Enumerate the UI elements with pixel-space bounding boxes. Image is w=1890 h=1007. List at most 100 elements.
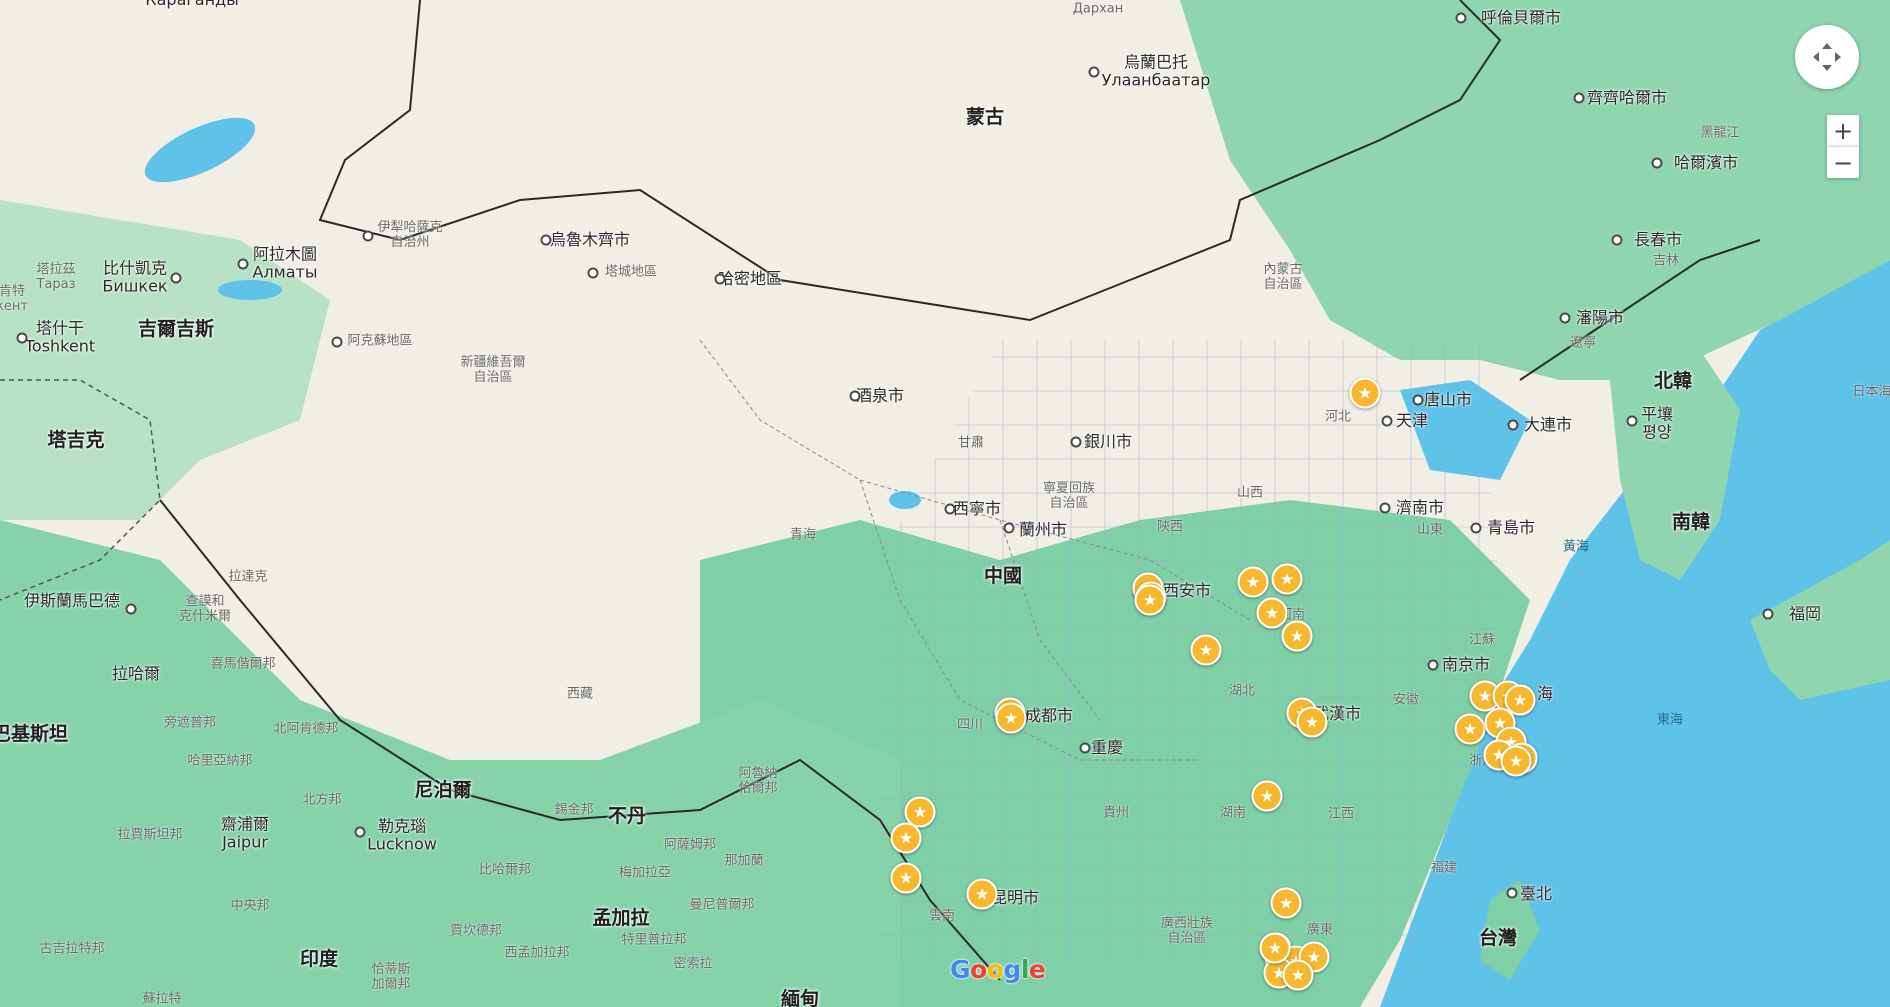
city-dot-harbin bbox=[1651, 157, 1663, 169]
lake-issyk-kul bbox=[218, 280, 282, 300]
star-icon: ★ bbox=[1245, 572, 1261, 592]
map-label-japan-part: 日本海 bbox=[1852, 384, 1890, 400]
star-marker-m4[interactable]: ★ bbox=[1237, 566, 1269, 598]
star-marker-m12[interactable]: ★ bbox=[1296, 706, 1328, 738]
star-marker-m31[interactable]: ★ bbox=[1282, 959, 1314, 991]
star-marker-m1[interactable]: ★ bbox=[1349, 377, 1381, 409]
star-marker-m25[interactable]: ★ bbox=[1270, 887, 1302, 919]
star-marker-m6[interactable]: ★ bbox=[1256, 597, 1288, 629]
map-label-hami: 哈密地區 bbox=[717, 268, 783, 288]
map-label-bangladesh: 孟加拉 bbox=[592, 907, 650, 930]
map-label-pyongyang: 平壤 평양 bbox=[1640, 404, 1674, 442]
map-label-south-korea: 南韓 bbox=[1671, 511, 1711, 534]
star-marker-m5[interactable]: ★ bbox=[1271, 563, 1303, 595]
star-marker-m22[interactable]: ★ bbox=[890, 822, 922, 854]
map-label-guangdong: 廣東 bbox=[1306, 922, 1334, 938]
map-label-islamabad: 伊斯蘭馬巴德 bbox=[23, 590, 121, 610]
map-label-shenyang: 瀋陽市 bbox=[1575, 307, 1625, 327]
city-dot-almaty bbox=[237, 258, 249, 270]
star-marker-m7[interactable]: ★ bbox=[1281, 620, 1313, 652]
star-icon: ★ bbox=[1003, 708, 1019, 728]
city-dot-jinan bbox=[1379, 502, 1391, 514]
star-icon: ★ bbox=[1512, 690, 1528, 710]
star-icon: ★ bbox=[1259, 786, 1275, 806]
map-label-taiwan: 台灣 bbox=[1478, 927, 1518, 950]
city-dot-yili bbox=[362, 230, 374, 242]
map-label-inner-mongolia: 內蒙古 自治區 bbox=[1263, 262, 1303, 292]
map-label-anhui: 安徽 bbox=[1392, 692, 1420, 708]
star-icon: ★ bbox=[1142, 590, 1158, 610]
bohai-sea bbox=[1400, 380, 1530, 480]
star-marker-m8[interactable]: ★ bbox=[1190, 634, 1222, 666]
map-label-tripura: 特里普拉邦 bbox=[621, 932, 687, 948]
google-logo: Google bbox=[950, 955, 1046, 984]
map-label-hunan: 湖南 bbox=[1219, 805, 1247, 821]
star-marker-m32[interactable]: ★ bbox=[1259, 932, 1291, 964]
map-label-punjab: 旁遮普邦 bbox=[163, 715, 217, 731]
city-dot-lanzhou bbox=[1003, 522, 1015, 534]
star-marker-m20[interactable]: ★ bbox=[1251, 780, 1283, 812]
fullscreen-icon bbox=[1813, 43, 1841, 71]
star-marker-m16[interactable]: ★ bbox=[1454, 713, 1486, 745]
map-label-west-bengal: 西孟加拉邦 bbox=[504, 945, 570, 961]
star-marker-m35[interactable]: ★ bbox=[1134, 584, 1166, 616]
star-icon: ★ bbox=[1477, 686, 1493, 706]
forest-northeast bbox=[1180, 0, 1890, 380]
zoom-in-button[interactable]: + bbox=[1827, 115, 1859, 146]
city-dot-ulaanbaatar bbox=[1088, 66, 1100, 78]
map-label-kashmir: 查謨和 克什米爾 bbox=[178, 594, 232, 624]
city-dot-lucknow bbox=[354, 826, 366, 838]
map-label-karaganda: Караганды bbox=[145, 0, 239, 9]
star-icon: ★ bbox=[1278, 893, 1294, 913]
map-label-chengdu: 成都市 bbox=[1024, 705, 1074, 725]
city-dot-xining bbox=[944, 503, 956, 515]
map-label-kunming: 昆明市 bbox=[990, 887, 1040, 907]
star-marker-m21[interactable]: ★ bbox=[904, 796, 936, 828]
map-label-jaipur: 齋浦爾 Jaipur bbox=[220, 814, 270, 852]
city-dot-pyongyang bbox=[1626, 415, 1638, 427]
map-label-nagaland: 那加蘭 bbox=[724, 853, 764, 869]
star-marker-m34[interactable]: ★ bbox=[1500, 745, 1532, 777]
city-dot-changchun bbox=[1611, 234, 1623, 246]
map-label-sichuan: 四川 bbox=[956, 717, 984, 733]
map-label-guangxi: 廣西壯族 自治區 bbox=[1160, 916, 1214, 946]
city-dot-aksu bbox=[331, 336, 343, 348]
map-label-changchun: 長春市 bbox=[1633, 229, 1683, 249]
city-dot-nanjing bbox=[1427, 659, 1439, 671]
city-dot-fukuoka bbox=[1762, 608, 1774, 620]
map-label-qingdao: 青島市 bbox=[1486, 517, 1536, 537]
map-label-guizhou: 貴州 bbox=[1102, 805, 1130, 821]
lake-balkhash bbox=[144, 117, 256, 183]
map-label-harbin: 哈爾濱市 bbox=[1673, 152, 1739, 172]
map-label-tibet: 西藏 bbox=[566, 686, 594, 702]
star-icon: ★ bbox=[974, 884, 990, 904]
map-label-taipei: 臺北 bbox=[1519, 883, 1553, 903]
map-label-almaty: 阿拉木圖 Алматы bbox=[252, 244, 318, 282]
map-label-jinan: 濟南市 bbox=[1395, 497, 1445, 517]
star-marker-m10[interactable]: ★ bbox=[995, 702, 1027, 734]
map-label-uttarakhand: 北阿肯德邦 bbox=[273, 721, 339, 737]
zoom-out-button[interactable]: − bbox=[1827, 146, 1859, 178]
map-label-yili: 伊犁哈薩克 自治州 bbox=[377, 220, 443, 250]
map-label-bihar: 比哈爾邦 bbox=[478, 862, 532, 878]
map-label-lucknow: 勒克瑙 Lucknow bbox=[367, 816, 437, 854]
map-label-heilongjiang: 黑龍江 bbox=[1700, 125, 1740, 141]
map-label-manipur: 曼尼普爾邦 bbox=[689, 897, 755, 913]
star-marker-m23[interactable]: ★ bbox=[890, 862, 922, 894]
map-label-yellow-sea: 黃海 bbox=[1562, 539, 1590, 555]
map-label-mizoram: 密索拉 bbox=[673, 956, 713, 972]
map-label-ulaanbaatar: 烏蘭巴托 Улаанбаатар bbox=[1101, 52, 1211, 90]
map-label-ladakh: 拉達克 bbox=[228, 569, 268, 585]
map-label-ningxia: 寧夏回族 自治區 bbox=[1042, 481, 1096, 511]
city-dot-tianjin bbox=[1381, 415, 1393, 427]
map-label-nepal: 尼泊爾 bbox=[414, 779, 472, 802]
map-label-chhattisgarh: 恰蒂斯 加爾邦 bbox=[371, 962, 411, 992]
map-label-odisha: 蘇拉特 bbox=[142, 991, 182, 1007]
star-marker-m24[interactable]: ★ bbox=[966, 878, 998, 910]
map-label-hubei: 湖北 bbox=[1228, 683, 1256, 699]
map-label-east-china-sea: 東海 bbox=[1656, 712, 1684, 728]
map-label-aksu: 阿克蘇地區 bbox=[347, 333, 413, 349]
fullscreen-button[interactable] bbox=[1795, 25, 1859, 89]
map-label-jilin: 吉林 bbox=[1652, 253, 1680, 269]
